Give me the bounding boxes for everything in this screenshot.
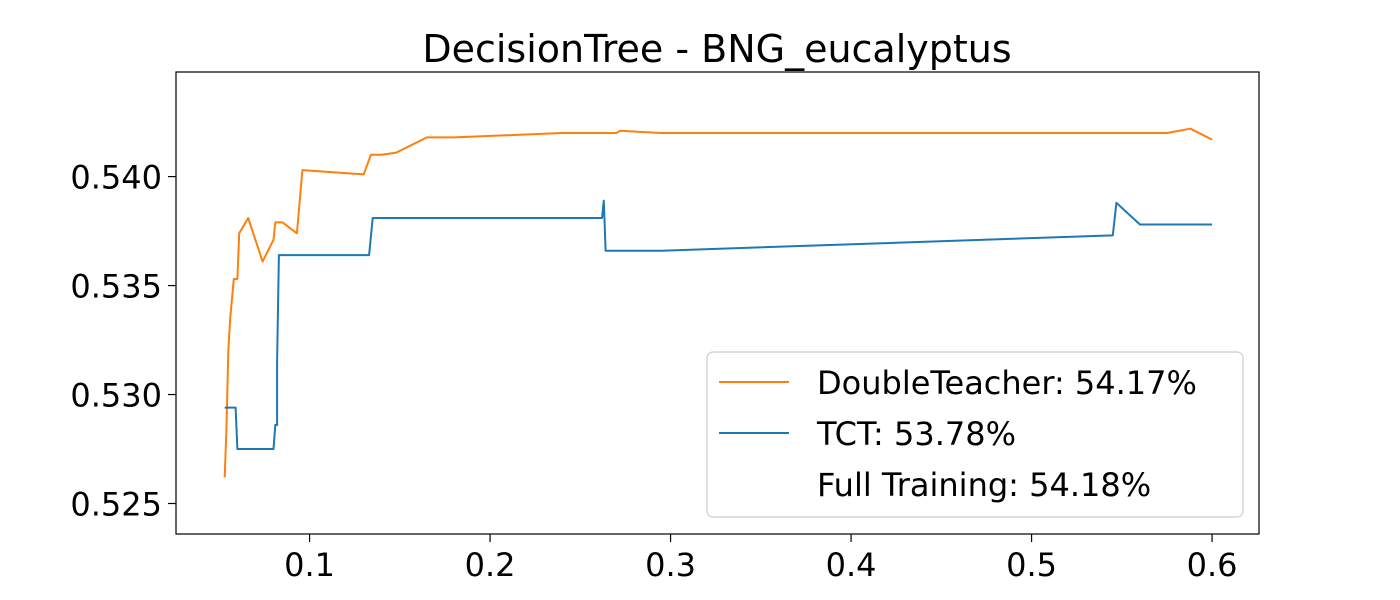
series-line-1 [224, 199, 1213, 450]
x-axis: 0.1 0.2 0.3 0.4 0.5 0.6 [284, 534, 1238, 584]
y-tick-label: 0.540 [70, 159, 162, 197]
legend-label: TCT: 53.78% [816, 415, 1016, 453]
x-tick-label: 0.6 [1187, 546, 1238, 584]
legend-label: Full Training: 54.18% [817, 466, 1151, 504]
legend-label: DoubleTeacher: 54.17% [817, 364, 1197, 402]
x-tick-label: 0.4 [826, 546, 877, 584]
x-tick-label: 0.1 [284, 546, 335, 584]
y-tick-label: 0.525 [70, 485, 162, 523]
x-tick-label: 0.3 [645, 546, 696, 584]
legend: DoubleTeacher: 54.17% TCT: 53.78% Full Tra… [706, 351, 1244, 518]
plot-frame [175, 71, 1260, 535]
x-tick-label: 0.2 [465, 546, 516, 584]
x-tick-label: 0.5 [1006, 546, 1057, 584]
y-tick-label: 0.535 [70, 268, 162, 306]
legend-box [706, 351, 1244, 518]
plot-lines [223, 127, 1213, 478]
y-tick-label: 0.530 [70, 377, 162, 415]
chart-title: DecisionTree - BNG_eucalyptus [422, 27, 1011, 71]
y-axis: 0.525 0.530 0.535 0.540 [70, 159, 176, 523]
series-line-0 [223, 127, 1213, 478]
